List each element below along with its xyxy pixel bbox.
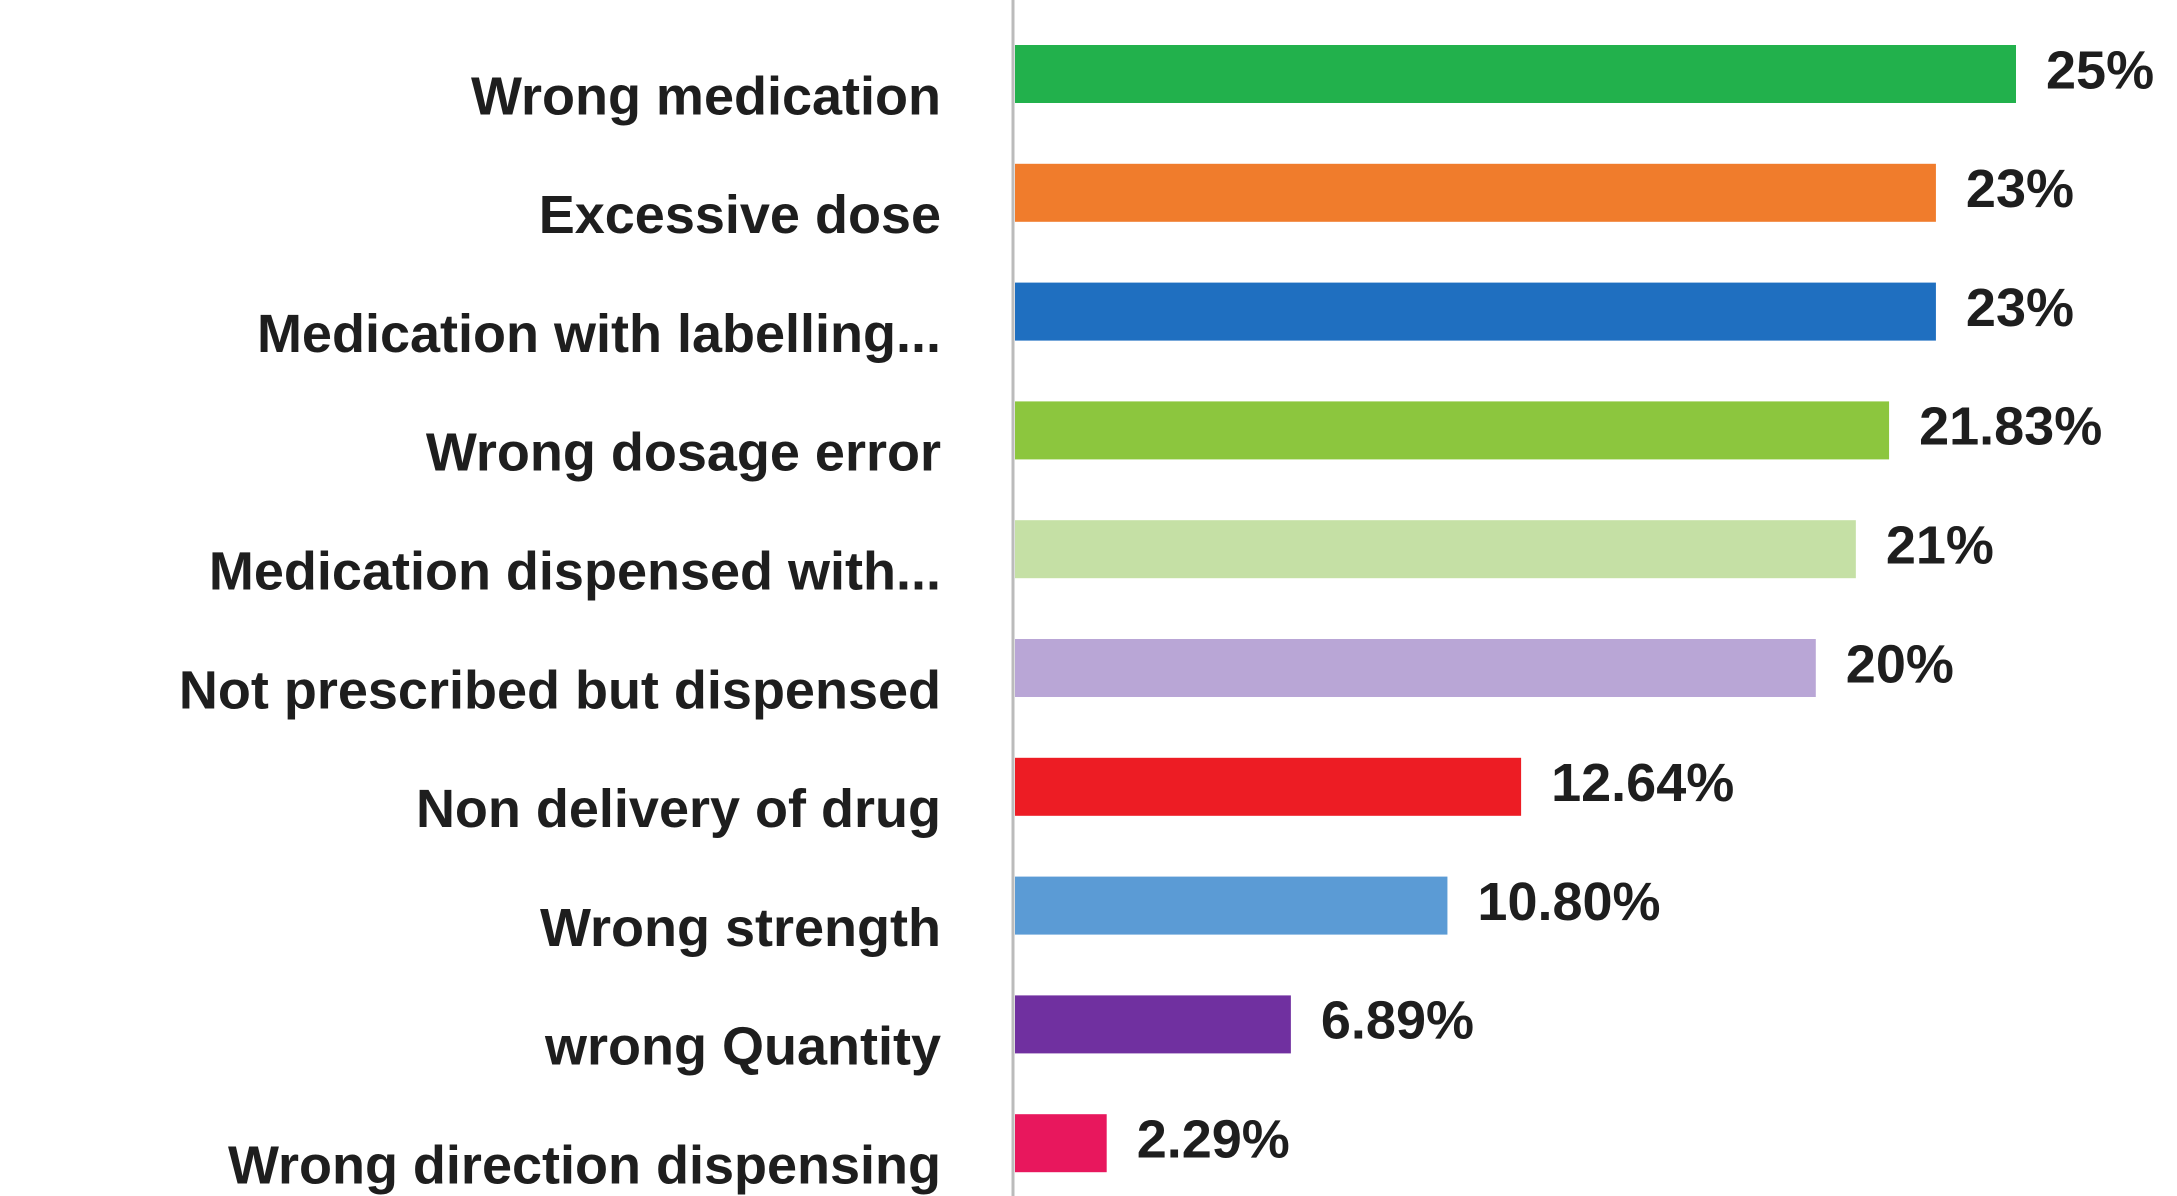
category-label: Wrong dosage error xyxy=(426,423,941,483)
value-label: 21.83% xyxy=(1919,397,2102,457)
bar xyxy=(1015,45,2016,103)
value-label: 25% xyxy=(2046,40,2154,100)
category-label: Excessive dose xyxy=(539,185,941,245)
category-label: Wrong strength xyxy=(540,898,941,958)
category-label: Not prescribed but dispensed xyxy=(179,660,941,720)
bar xyxy=(1015,876,1448,935)
value-label: 2.29% xyxy=(1137,1109,1290,1169)
value-label: 12.64% xyxy=(1551,753,1734,813)
value-label: 6.89% xyxy=(1321,991,1474,1051)
bar xyxy=(1015,401,1890,460)
category-label: Wrong medication xyxy=(471,66,941,126)
category-label: Medication with labelling... xyxy=(257,304,941,364)
value-label: 10.80% xyxy=(1477,872,1660,932)
bar xyxy=(1015,757,1522,816)
bar xyxy=(1015,282,1936,341)
value-label: 23% xyxy=(1966,159,2074,219)
bar xyxy=(1015,995,1291,1054)
category-label: Wrong direction dispensing xyxy=(228,1135,941,1195)
value-label: 23% xyxy=(1966,278,2074,338)
category-label: Non delivery of drug xyxy=(416,779,941,839)
category-label: wrong Quantity xyxy=(544,1017,941,1077)
bar xyxy=(1015,520,1856,579)
bar xyxy=(1015,1114,1107,1173)
category-label: Medication dispensed with... xyxy=(209,541,941,601)
value-label: 21% xyxy=(1886,515,1994,575)
value-label: 20% xyxy=(1846,634,1954,694)
bar xyxy=(1015,639,1816,697)
bar xyxy=(1015,163,1936,222)
